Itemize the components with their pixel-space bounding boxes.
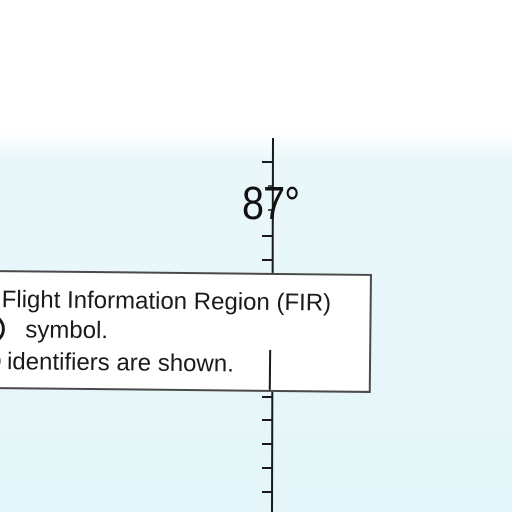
fir-boundary-symbol-icon (0, 311, 8, 347)
fir-note-box: Flight Information Region (FIR) symbol. … (0, 270, 372, 393)
longitude-label: 87° (242, 177, 300, 229)
note-line-2: symbol. (25, 316, 109, 345)
fir-identifier-symbol-icon (0, 346, 3, 376)
note-line-1: Flight Information Region (FIR) (1, 286, 332, 317)
meridian-overlay-segment (268, 349, 272, 390)
note-line-3: identifiers are shown. (6, 348, 234, 378)
